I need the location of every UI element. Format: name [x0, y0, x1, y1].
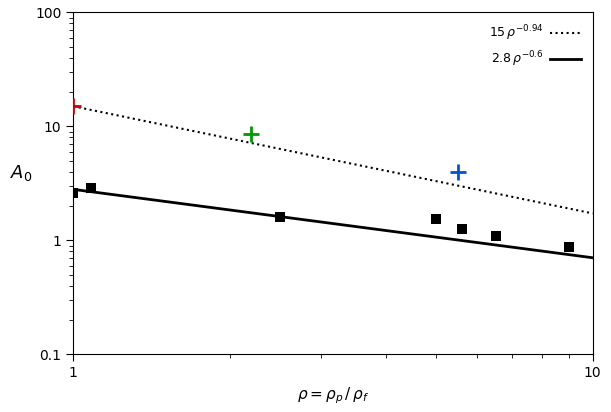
Point [491, 232, 500, 239]
Point [564, 243, 574, 250]
Point [86, 184, 95, 191]
Point [275, 214, 285, 220]
Y-axis label: $A_0$: $A_0$ [10, 163, 32, 183]
Point [457, 226, 467, 233]
X-axis label: $\rho = \rho_p\,/\,\rho_f$: $\rho = \rho_p\,/\,\rho_f$ [297, 386, 369, 406]
Legend: $15\,\rho^{-0.94}$, $2.8\,\rho^{-0.6}$: $15\,\rho^{-0.94}$, $2.8\,\rho^{-0.6}$ [485, 19, 587, 74]
Point [431, 215, 441, 222]
Point [68, 190, 78, 197]
